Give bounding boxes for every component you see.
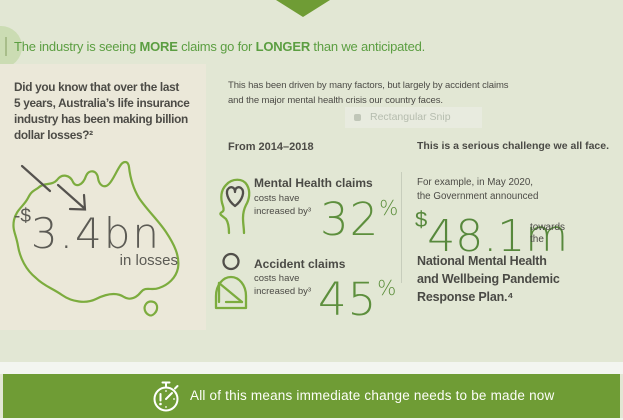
stat-value-mental: 32% (320, 186, 398, 242)
footer-bottom-strip (0, 418, 623, 420)
stat-number: 32 (320, 193, 380, 246)
left-panel-background (0, 64, 206, 330)
funding-suffix-line: the (530, 233, 544, 245)
footer-bar (3, 374, 620, 418)
middle-intro-text: This has been driven by many factors, bu… (228, 79, 509, 108)
stat-desc-mental: costs have increased by³ (254, 192, 311, 218)
left-intro-line: dollar losses?² (14, 128, 93, 142)
funding-value: 48.1m (427, 211, 569, 262)
circle-badge-icon (0, 26, 22, 68)
downward-trend-arrow-icon (20, 164, 87, 211)
left-intro-line: industry has been making billion (14, 112, 188, 126)
mainland-outline (12, 160, 180, 303)
footer-message: All of this means immediate change needs… (190, 388, 555, 403)
rectangular-snip-tooltip: Rectangular Snip (345, 107, 482, 128)
australia-map-outline (12, 160, 180, 317)
snip-dot-icon (354, 114, 361, 121)
plan-title: National Mental Health and Wellbeing Pan… (417, 252, 560, 306)
stat-title-mental: Mental Health claims (254, 176, 373, 190)
stopwatch-icon (153, 381, 179, 412)
plan-line: and Wellbeing Pandemic (417, 272, 560, 286)
left-intro-line: Did you know that over the last (14, 80, 180, 94)
loss-amount: -$3.4bn (14, 206, 161, 258)
headline-emphasis-longer: LONGER (255, 39, 311, 54)
funding-amount: $48.1m (415, 207, 568, 262)
headline-post: than we anticipated. (310, 39, 426, 54)
stat-desc-line: increased by³ (254, 286, 312, 297)
snip-tooltip-label: Rectangular Snip (370, 111, 451, 123)
stat-number: 45 (318, 273, 378, 326)
column-divider (401, 172, 402, 283)
stat-desc-line: increased by³ (254, 206, 312, 217)
example-text: For example, in May 2020, the Government… (417, 176, 538, 203)
headline-emphasis-more: MORE (139, 39, 178, 54)
left-intro-line: 5 years, Australia’s life insurance (14, 96, 190, 110)
loss-currency-prefix: -$ (14, 206, 31, 227)
headline-mid: claims go for (177, 39, 256, 54)
stat-title-accident: Accident claims (254, 257, 346, 271)
right-heading: This is a serious challenge we all face. (417, 140, 609, 152)
circle-badge-glyph (5, 37, 7, 56)
example-line: For example, in May 2020, (417, 177, 533, 188)
funding-currency-sign: $ (415, 207, 428, 232)
loss-caption: in losses (119, 252, 178, 269)
period-heading: From 2014–2018 (228, 141, 314, 153)
tasmania-outline (143, 300, 159, 317)
stat-value-accident: 45% (318, 266, 396, 322)
page-title: The industry is seeing MORE claims go fo… (14, 39, 425, 54)
stat-percent-sign: % (379, 196, 399, 220)
headline-pre: The industry is seeing (14, 39, 140, 54)
stat-desc-line: costs have (254, 193, 300, 204)
stat-percent-sign: % (377, 276, 397, 300)
plan-line: Response Plan.⁴ (417, 290, 514, 304)
example-line: the Government announced (417, 190, 539, 202)
funding-suffix-line: towards (530, 222, 566, 233)
footer-top-strip (0, 362, 623, 374)
plan-line: National Mental Health (417, 254, 547, 268)
loss-value: 3.4bn (30, 209, 161, 258)
middle-intro-line: This has been driven by many factors, bu… (228, 80, 509, 91)
down-triangle-icon (276, 0, 330, 17)
funding-suffix: towards the (530, 222, 565, 245)
middle-intro-line: and the major mental health crisis our c… (228, 94, 443, 106)
head-with-heart-icon (219, 178, 251, 235)
left-intro-text: Did you know that over the last 5 years,… (14, 79, 206, 143)
person-arm-sling-icon (214, 252, 248, 310)
stat-desc-line: costs have (254, 273, 300, 284)
stat-desc-accident: costs have increased by³ (254, 272, 311, 298)
